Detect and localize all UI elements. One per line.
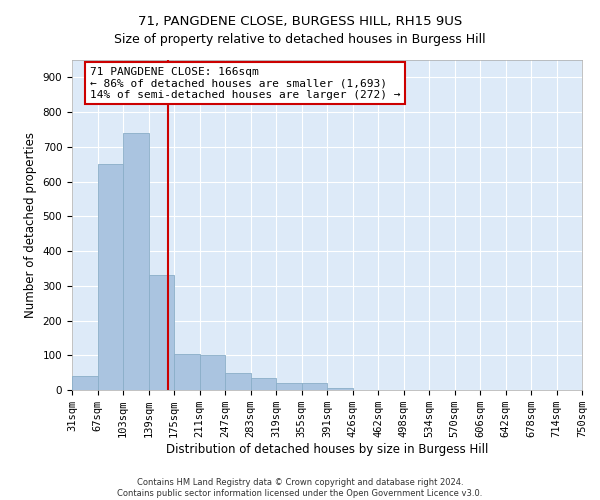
Y-axis label: Number of detached properties: Number of detached properties xyxy=(24,132,37,318)
Bar xyxy=(302,383,327,390)
Text: 71 PANGDENE CLOSE: 166sqm
← 86% of detached houses are smaller (1,693)
14% of se: 71 PANGDENE CLOSE: 166sqm ← 86% of detac… xyxy=(90,66,400,100)
Text: Size of property relative to detached houses in Burgess Hill: Size of property relative to detached ho… xyxy=(114,32,486,46)
Bar xyxy=(225,372,251,390)
Text: 71, PANGDENE CLOSE, BURGESS HILL, RH15 9US: 71, PANGDENE CLOSE, BURGESS HILL, RH15 9… xyxy=(138,15,462,28)
Bar xyxy=(149,276,174,390)
Bar xyxy=(199,356,225,390)
Bar xyxy=(276,383,302,390)
Bar xyxy=(123,133,149,390)
Bar xyxy=(327,388,353,390)
Bar xyxy=(97,164,123,390)
X-axis label: Distribution of detached houses by size in Burgess Hill: Distribution of detached houses by size … xyxy=(166,443,488,456)
Bar xyxy=(251,378,276,390)
Text: Contains HM Land Registry data © Crown copyright and database right 2024.
Contai: Contains HM Land Registry data © Crown c… xyxy=(118,478,482,498)
Bar xyxy=(174,354,199,390)
Bar xyxy=(72,376,97,390)
